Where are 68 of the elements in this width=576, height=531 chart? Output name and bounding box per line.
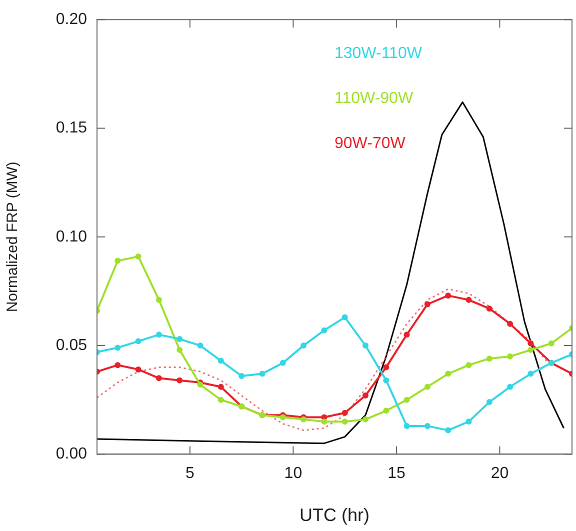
y-axis-title: Normalized FRP (MW) xyxy=(4,162,22,312)
point xyxy=(176,346,183,353)
point xyxy=(156,296,162,303)
x-tick-label: 10 xyxy=(284,465,302,482)
point xyxy=(445,370,452,377)
text: 90W-70W xyxy=(334,135,406,152)
point xyxy=(528,340,534,346)
text: 110W-90W xyxy=(334,90,414,108)
point xyxy=(383,408,390,414)
point xyxy=(424,384,430,390)
point xyxy=(383,377,390,384)
x-tick-label: 20 xyxy=(490,465,509,482)
point xyxy=(135,366,142,372)
point xyxy=(424,422,430,429)
point xyxy=(114,362,121,368)
point xyxy=(156,375,162,382)
point xyxy=(404,396,410,403)
point xyxy=(362,416,368,422)
text: 130W-110W xyxy=(334,45,423,62)
y-tick-label: 0.15 xyxy=(56,120,88,137)
point xyxy=(280,360,286,366)
point xyxy=(445,292,452,299)
point xyxy=(321,418,328,425)
point xyxy=(300,342,307,349)
point xyxy=(424,301,430,308)
point xyxy=(218,396,224,403)
point xyxy=(176,336,183,342)
point xyxy=(486,306,492,312)
point xyxy=(362,342,368,349)
point xyxy=(135,253,142,260)
point xyxy=(135,338,142,344)
point xyxy=(218,358,224,364)
point xyxy=(156,332,162,338)
x-tick-label: 15 xyxy=(388,465,406,482)
y-tick-label: 0.10 xyxy=(56,228,88,246)
y-tick-label: 0.05 xyxy=(56,336,88,354)
point xyxy=(197,342,204,349)
point xyxy=(321,327,328,334)
point xyxy=(404,332,410,338)
point xyxy=(218,384,224,390)
point xyxy=(342,314,348,320)
x-tick-label: 5 xyxy=(185,465,194,482)
point xyxy=(114,344,121,351)
point xyxy=(528,346,534,353)
point xyxy=(466,418,472,425)
point xyxy=(238,372,245,379)
point xyxy=(176,377,183,384)
point xyxy=(383,364,390,370)
point xyxy=(466,362,472,368)
point xyxy=(445,427,452,434)
point xyxy=(548,340,554,346)
point xyxy=(486,356,492,362)
point xyxy=(362,392,368,399)
point xyxy=(507,320,514,327)
y-tick-label: 0.00 xyxy=(56,446,88,463)
point xyxy=(342,410,348,416)
point xyxy=(259,370,266,377)
point xyxy=(342,418,348,425)
point xyxy=(507,353,514,360)
point xyxy=(466,296,472,303)
point xyxy=(404,422,410,429)
point xyxy=(114,258,121,264)
point xyxy=(507,384,514,390)
point xyxy=(486,399,492,406)
y-tick-label: 0.20 xyxy=(56,11,88,28)
point xyxy=(197,382,204,388)
x-axis-title: UTC (hr) xyxy=(300,505,370,526)
point xyxy=(528,370,534,377)
